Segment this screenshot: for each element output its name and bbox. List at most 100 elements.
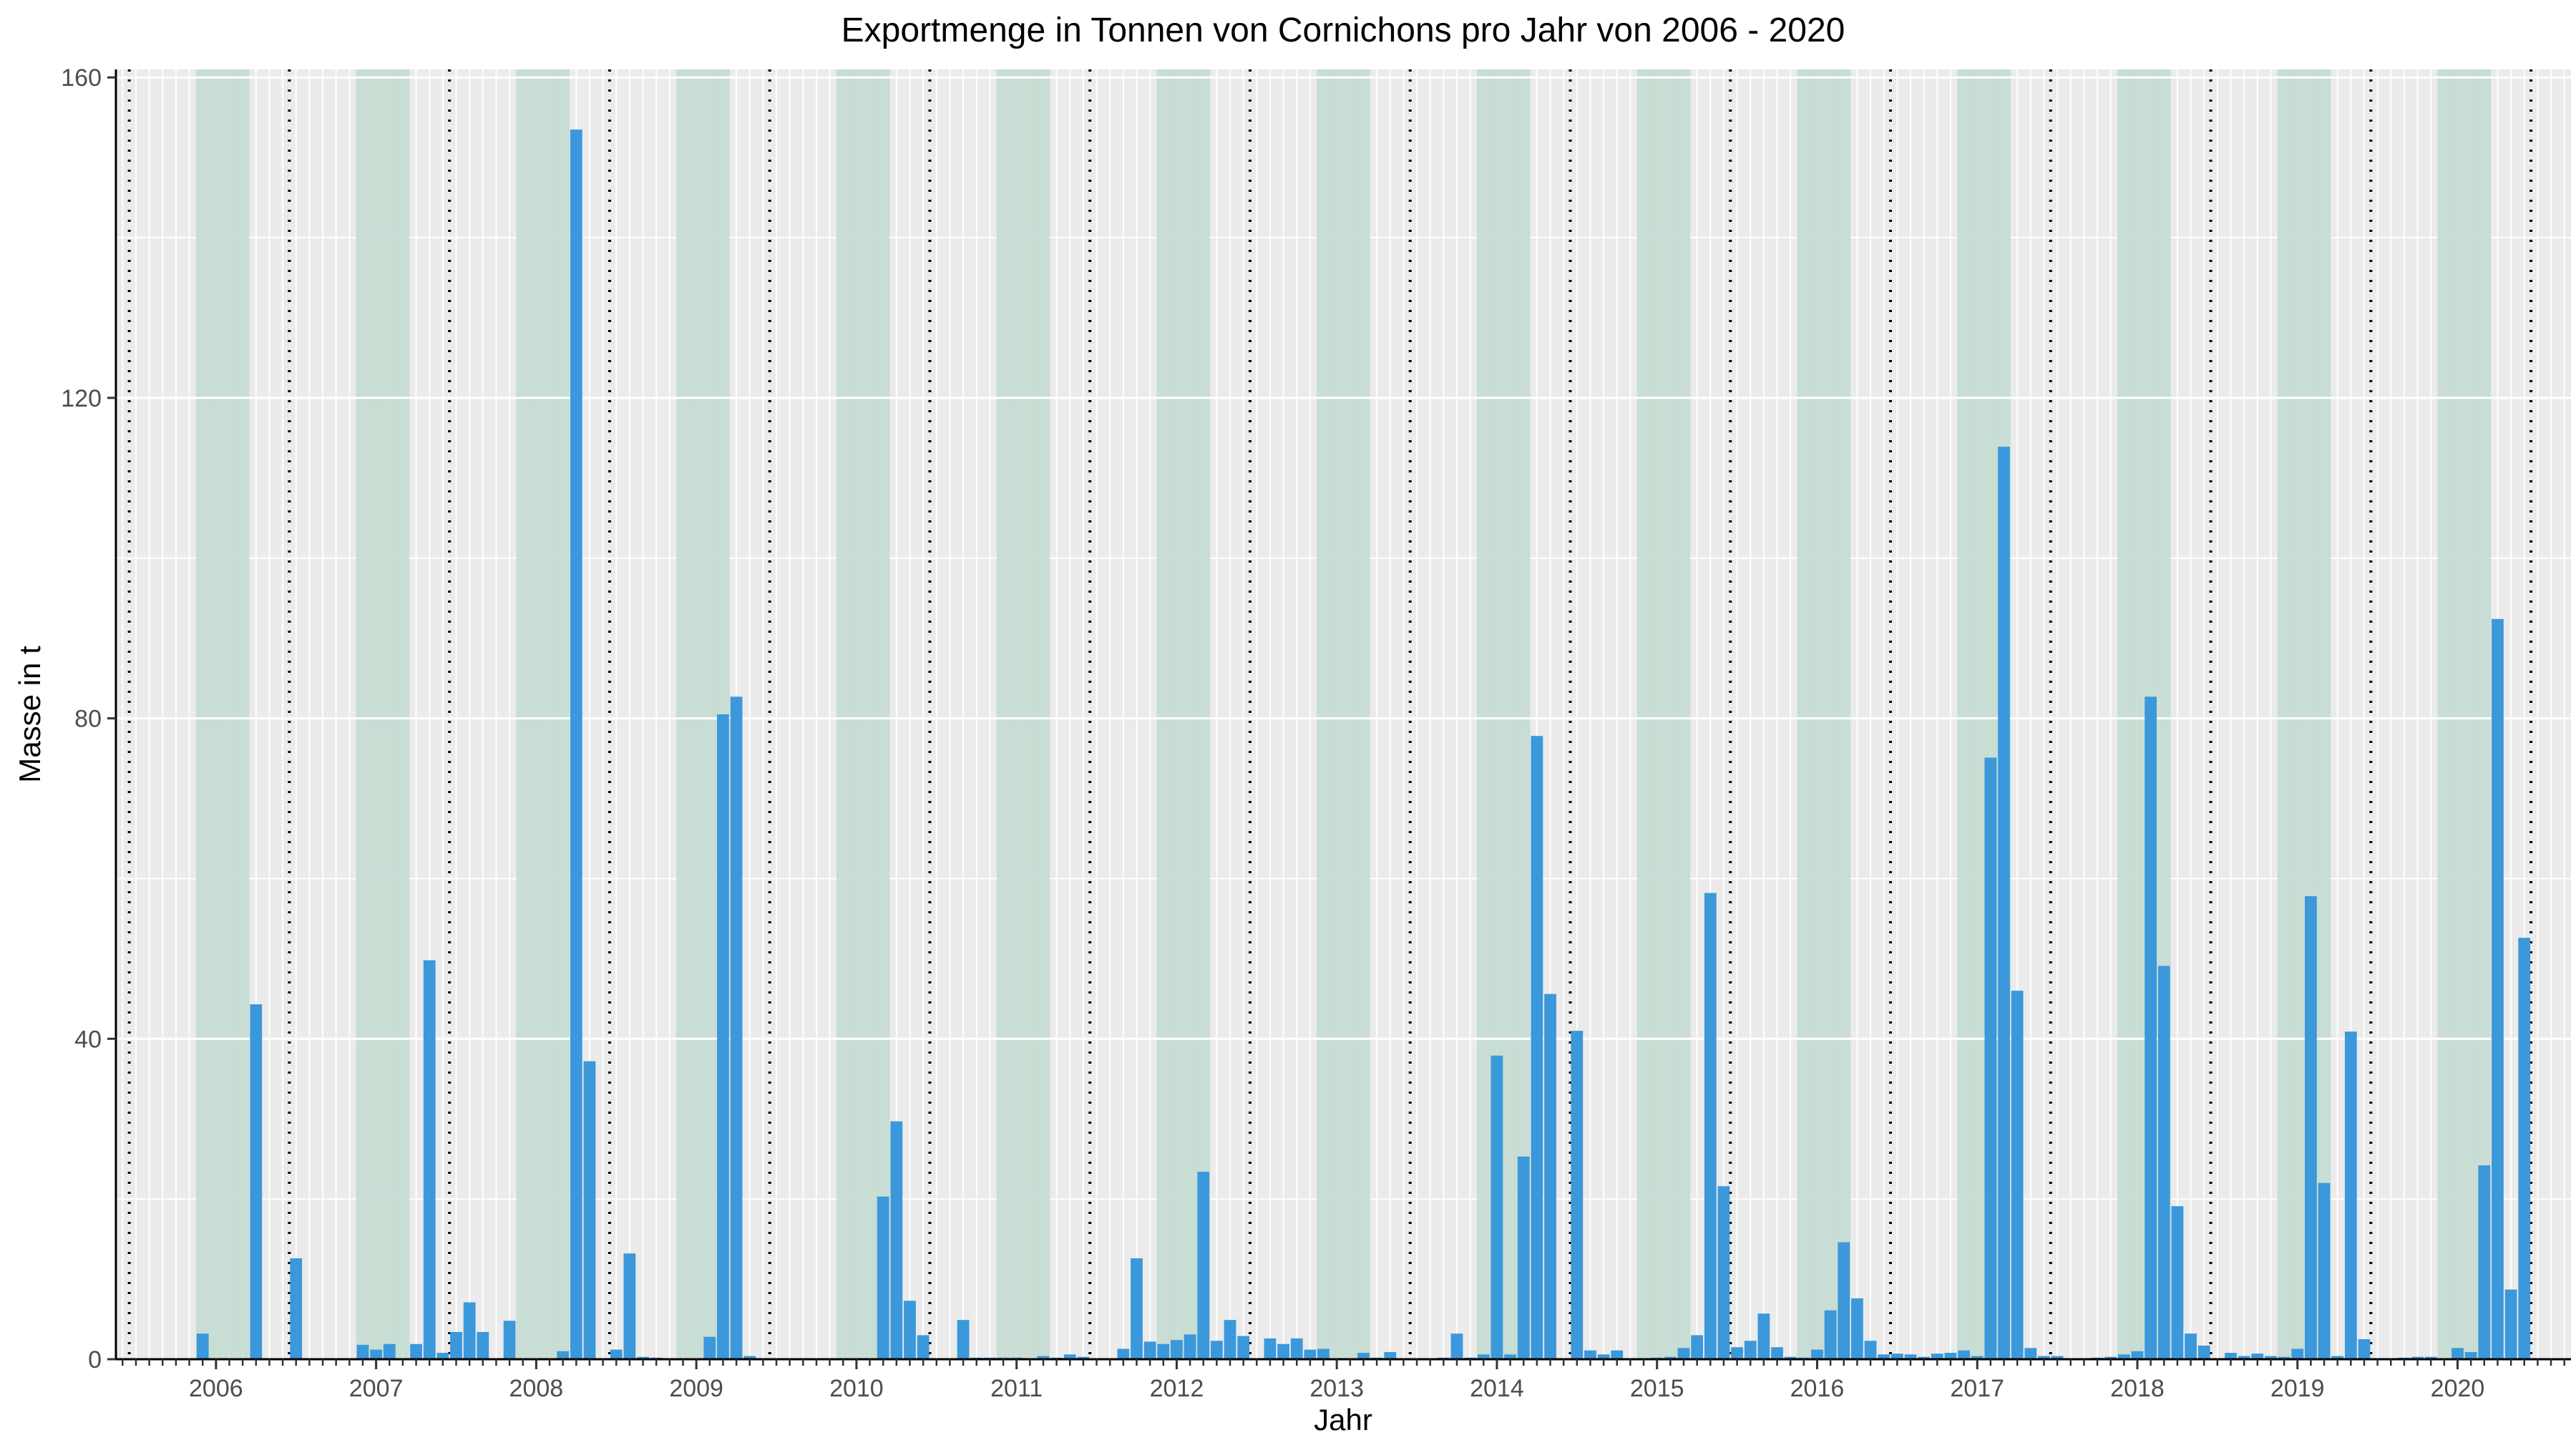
bar: [1731, 1347, 1743, 1359]
bar: [1704, 893, 1717, 1359]
bar: [383, 1343, 396, 1359]
bar: [2464, 1351, 2477, 1359]
x-tick-label: 2014: [1470, 1375, 1524, 1402]
bar: [1264, 1338, 1277, 1359]
bar: [1597, 1354, 1610, 1359]
bar: [1944, 1353, 1957, 1359]
bar: [1890, 1354, 1903, 1359]
bar: [2278, 1356, 2290, 1359]
x-tick-label: 2017: [1950, 1375, 2004, 1402]
bar: [1037, 1356, 1050, 1359]
bar: [1998, 447, 2010, 1359]
bar: [1077, 1356, 1090, 1359]
highlight-band: [195, 69, 250, 1359]
bar: [410, 1343, 422, 1359]
bar: [1197, 1172, 1210, 1359]
highlight-band: [1636, 69, 1691, 1359]
y-axis-ticks: 0 40 80 120 160: [61, 64, 116, 1374]
bar: [370, 1349, 383, 1359]
bar: [2197, 1345, 2210, 1359]
bar: [1171, 1340, 1183, 1359]
x-tick-label: 2016: [1790, 1375, 1845, 1402]
x-tick-label: 2007: [349, 1375, 404, 1402]
bar: [2518, 938, 2531, 1359]
bar: [1691, 1335, 1704, 1359]
bar: [1517, 1156, 1530, 1359]
y-tick-label: 0: [88, 1346, 102, 1374]
bar: [1277, 1343, 1289, 1359]
x-tick-label: 2010: [829, 1375, 884, 1402]
bar: [1584, 1350, 1596, 1359]
bar: [196, 1333, 209, 1359]
bar: [1904, 1354, 1917, 1359]
bar: [904, 1301, 916, 1359]
bar: [1664, 1356, 1677, 1359]
bar: [463, 1302, 476, 1359]
bar: [1544, 993, 1556, 1359]
y-tick-label: 80: [74, 706, 102, 733]
bar: [2251, 1354, 2264, 1359]
bar: [1224, 1320, 1236, 1359]
bars: [196, 129, 2531, 1359]
highlight-band: [996, 69, 1050, 1359]
bar: [1184, 1334, 1196, 1359]
y-tick-label: 120: [61, 385, 102, 412]
bar: [2478, 1165, 2491, 1359]
bar: [450, 1331, 462, 1359]
bar: [1744, 1341, 1757, 1359]
bar: [1851, 1298, 1863, 1359]
bar: [503, 1321, 516, 1359]
bar: [2318, 1182, 2331, 1359]
bar: [2024, 1348, 2037, 1359]
bar: [1918, 1356, 1931, 1359]
bar: [2238, 1356, 2250, 1359]
bar: [730, 696, 743, 1359]
highlight-band: [516, 69, 570, 1359]
x-tick-label: 2019: [2270, 1375, 2325, 1402]
bar: [2051, 1356, 2064, 1359]
highlight-band: [2437, 69, 2492, 1359]
bar: [570, 129, 582, 1359]
x-tick-label: 2011: [990, 1375, 1043, 1402]
highlight-band: [1476, 69, 1531, 1359]
bar: [717, 714, 729, 1359]
bar: [917, 1335, 930, 1359]
bar: [1317, 1348, 1330, 1359]
bar: [1290, 1338, 1303, 1359]
bar: [1958, 1350, 1970, 1359]
bar: [1811, 1349, 1823, 1359]
highlight-band: [356, 69, 410, 1359]
bar: [1131, 1258, 1143, 1359]
x-axis-ticks: 2006 2007 2008 2009 2010 2011 2012 2013 2014 2015…: [122, 1359, 2565, 1402]
bar: [2185, 1333, 2197, 1359]
bar: [1784, 1356, 1797, 1359]
bar: [890, 1121, 903, 1359]
bar: [290, 1258, 303, 1359]
bar: [1143, 1341, 1156, 1359]
bar: [2411, 1356, 2424, 1359]
bar: [1864, 1341, 1877, 1359]
bar: [1157, 1343, 1170, 1359]
bar: [1971, 1356, 1984, 1359]
bar: [1838, 1242, 1850, 1359]
x-tick-label: 2020: [2431, 1375, 2485, 1402]
bar: [2171, 1206, 2184, 1359]
bar: [1384, 1351, 1397, 1359]
x-tick-label: 2008: [509, 1375, 564, 1402]
x-axis-label: Jahr: [1314, 1403, 1372, 1437]
x-tick-label: 2012: [1150, 1375, 1204, 1402]
bar: [877, 1196, 889, 1359]
x-tick-label: 2006: [189, 1375, 243, 1402]
bar: [610, 1349, 623, 1359]
bar: [957, 1320, 970, 1359]
y-axis-label: Masse in t: [13, 646, 47, 783]
bar: [623, 1253, 636, 1359]
highlight-bands: [195, 69, 2492, 1359]
bar: [1477, 1354, 1490, 1359]
bar: [2424, 1356, 2437, 1359]
bar: [1304, 1349, 1317, 1359]
bar: [583, 1061, 596, 1359]
bar: [2011, 991, 2024, 1359]
